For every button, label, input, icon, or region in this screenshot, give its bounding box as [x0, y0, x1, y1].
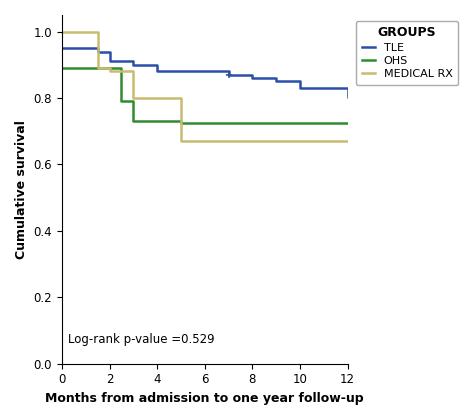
Text: Log-rank p-value =0.529: Log-rank p-value =0.529 — [68, 333, 214, 346]
Y-axis label: Cumulative survival: Cumulative survival — [15, 120, 28, 259]
X-axis label: Months from admission to one year follow-up: Months from admission to one year follow… — [46, 392, 364, 405]
Legend: TLE, OHS, MEDICAL RX: TLE, OHS, MEDICAL RX — [356, 21, 458, 85]
